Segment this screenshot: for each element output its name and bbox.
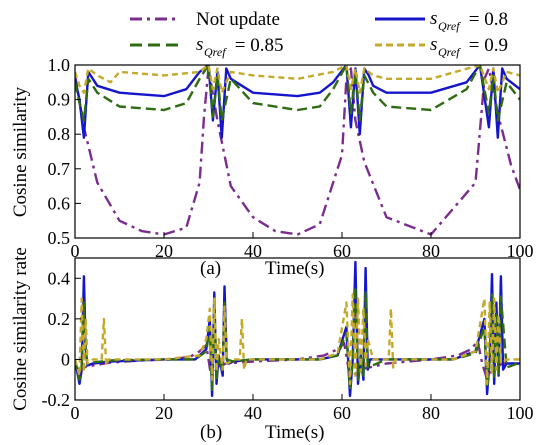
legend-label-not-update: Not update: [196, 9, 280, 30]
panel-a-ytick-label: 0.5: [48, 228, 71, 248]
legend-symbol-s085: s: [196, 34, 203, 55]
panel-a-line-s08: [75, 65, 520, 139]
legend-item-not-update: Not update: [130, 9, 280, 30]
panel-b-xtick-label: 100: [507, 403, 534, 423]
panel-b-frame: [74, 257, 521, 401]
panel-b-xtick-label: 20: [155, 403, 173, 423]
panel-b-line-s08: [75, 260, 520, 398]
panel-a-ytick-label: 0.8: [48, 124, 71, 144]
legend-subscript-s08: Qref: [438, 19, 461, 33]
panel-a-ytick-label: 1.0: [48, 55, 71, 75]
panel-a-frame: [74, 64, 521, 239]
panel-b-xlabel: Time(s): [265, 422, 324, 443]
panel-b-line-s09: [75, 293, 520, 385]
panel-a-ytick-label: 0.6: [48, 193, 71, 213]
panel-b-ticks: 0 20 40 60 80 100-0.200.20.4: [42, 268, 534, 423]
panel-b-ylabel: Cosine similarity rate: [10, 247, 31, 411]
panel-b-label: (b): [200, 422, 222, 443]
panel-b-ytick-label: 0.4: [48, 268, 71, 288]
panel-b-line-s085: [75, 285, 520, 392]
panel-b-xtick-label: 60: [333, 403, 351, 423]
panel-a-ytick-label: 0.9: [48, 90, 71, 110]
legend-symbol-s08: s: [430, 8, 437, 29]
panel-b-ytick-label: 0.2: [48, 309, 71, 329]
panel-a-label: (a): [200, 258, 221, 279]
panel-a-xlabel: Time(s): [265, 258, 324, 279]
legend-item-s09: s Qref = 0.9: [375, 34, 508, 59]
panel-a-ylabel: Cosine similarity: [10, 86, 31, 217]
panel-a-line-s09: [75, 65, 520, 94]
legend-value-s09: = 0.9: [464, 35, 508, 56]
panel-a-series: [75, 65, 520, 236]
panel-a-xtick-label: 20: [155, 241, 173, 261]
panel-b-xtick-label: 80: [422, 403, 440, 423]
panel-a-line-s085: [75, 65, 520, 122]
panel-a-xtick-label: 0: [71, 241, 80, 261]
legend-symbol-s09: s: [430, 34, 437, 55]
panel-b-xtick-label: 40: [244, 403, 262, 423]
legend-subscript-s09: Qref: [438, 45, 461, 59]
panel-b-series: [75, 260, 520, 398]
panel-b-ytick-label: -0.2: [42, 390, 71, 410]
panel-b-ytick-label: 0: [61, 349, 70, 369]
panel-a-xtick-label: 100: [507, 241, 534, 261]
legend-value-s08: = 0.8: [464, 9, 508, 30]
legend-item-s085: s Qref = 0.85: [130, 34, 283, 59]
panel-b: 0 20 40 60 80 100-0.200.20.4 Cosine similarit…: [10, 247, 534, 443]
panel-a-xtick-label: 40: [244, 241, 262, 261]
panel-a-xtick-label: 60: [333, 241, 351, 261]
panel-a-ytick-label: 0.7: [48, 159, 71, 179]
panel-b-xtick-label: 0: [71, 403, 80, 423]
panel-a-ticks: 0 20 40 60 80 100 0.5 0.6 0.7 0.8 0.9 1.0: [48, 55, 534, 261]
legend-value-s085: = 0.85: [230, 35, 283, 56]
legend-subscript-s085: Qref: [204, 45, 227, 59]
panel-a: 0 20 40 60 80 100 0.5 0.6 0.7 0.8 0.9 1.0 Cosine si…: [10, 55, 534, 279]
legend: Not update s Qref = 0.8 s Qref = 0.85 s …: [130, 8, 508, 59]
panel-a-xtick-label: 80: [422, 241, 440, 261]
legend-item-s08: s Qref = 0.8: [375, 8, 508, 33]
panel-a-line-not_update: [75, 67, 520, 236]
